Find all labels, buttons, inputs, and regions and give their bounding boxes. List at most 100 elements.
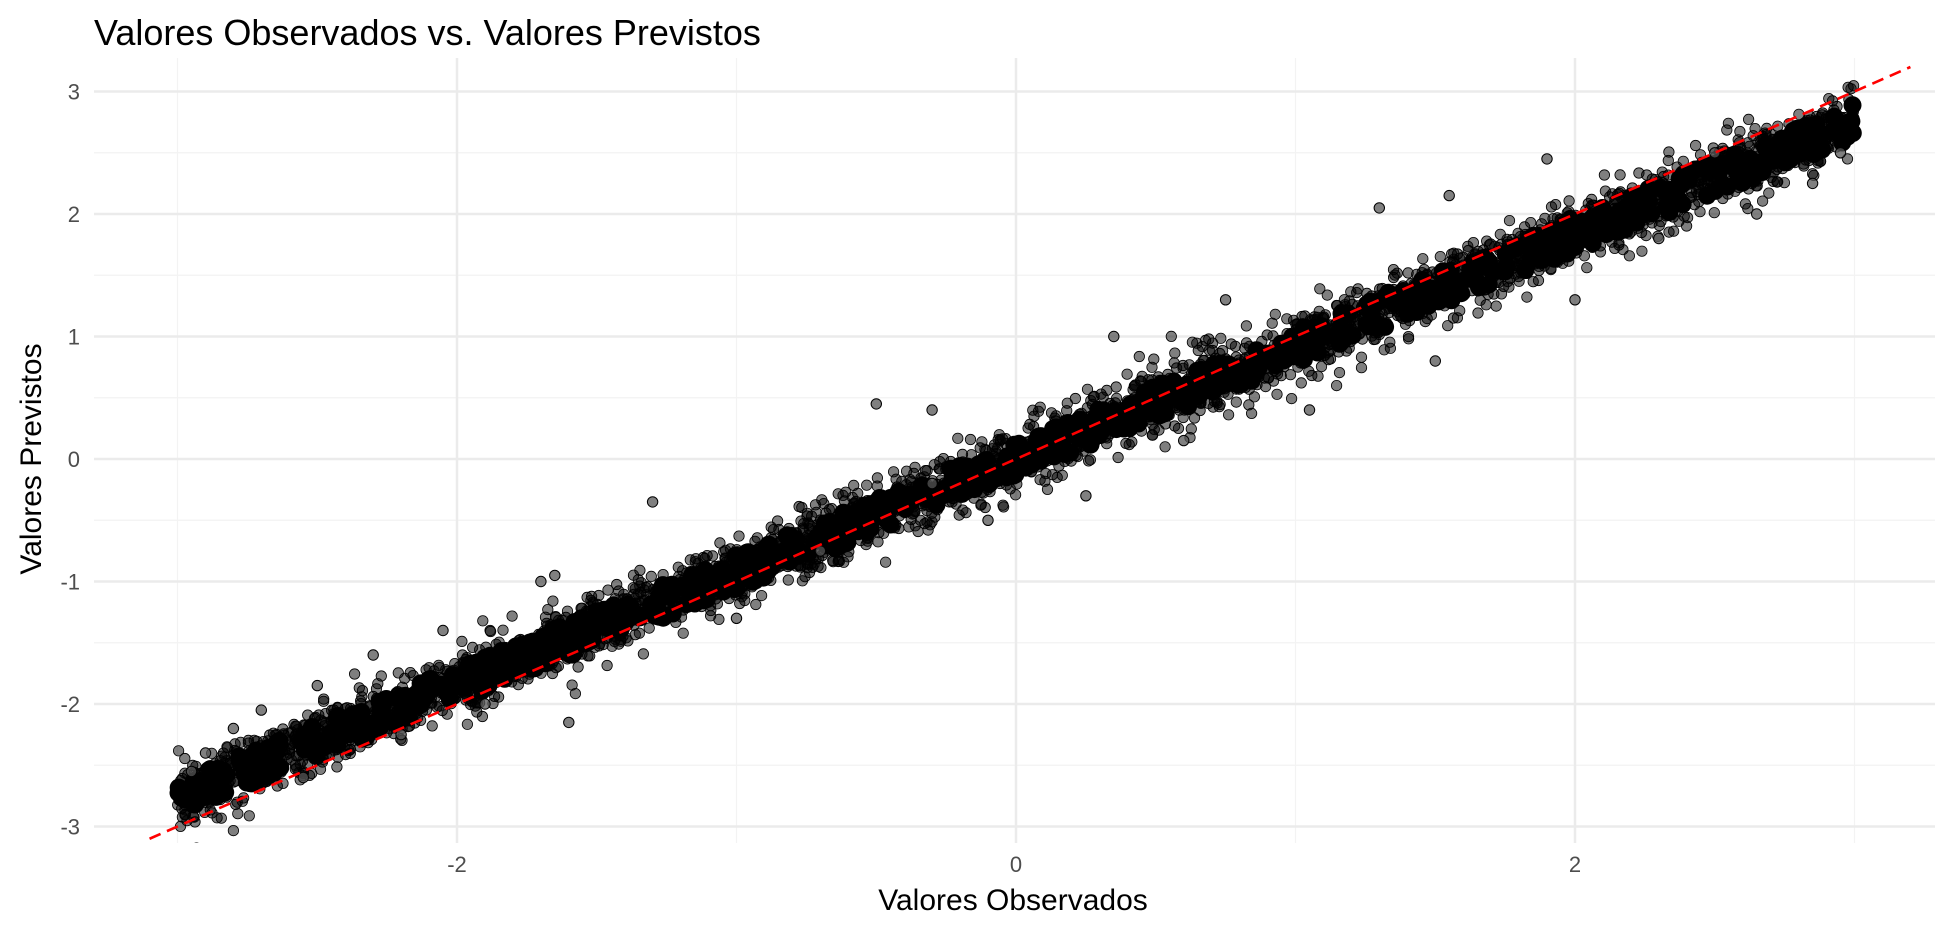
data-point bbox=[1473, 254, 1492, 273]
data-point bbox=[437, 681, 456, 700]
data-point bbox=[1581, 262, 1593, 274]
data-point bbox=[1516, 261, 1535, 279]
chart-title: Valores Observados vs. Valores Previstos bbox=[94, 12, 761, 53]
scatter-points bbox=[169, 80, 1862, 843]
data-point bbox=[543, 620, 562, 639]
data-point bbox=[1407, 303, 1426, 321]
data-point bbox=[1823, 122, 1841, 141]
data-point bbox=[1779, 128, 1797, 147]
data-point bbox=[1598, 169, 1611, 181]
data-point bbox=[1185, 423, 1197, 435]
data-point bbox=[542, 603, 554, 616]
data-point bbox=[1110, 381, 1122, 393]
data-point bbox=[601, 659, 613, 672]
data-point bbox=[1843, 96, 1862, 115]
data-point bbox=[173, 745, 185, 757]
data-point bbox=[975, 498, 987, 510]
data-point bbox=[1472, 307, 1484, 319]
data-point bbox=[416, 679, 435, 698]
data-point bbox=[1039, 475, 1051, 487]
data-point bbox=[392, 705, 411, 724]
outlier-point bbox=[1806, 177, 1819, 190]
data-point bbox=[478, 673, 497, 692]
data-point bbox=[1813, 140, 1832, 159]
data-point bbox=[953, 509, 965, 521]
data-point bbox=[484, 624, 496, 637]
data-point bbox=[1617, 244, 1629, 256]
data-point bbox=[598, 614, 616, 633]
data-point bbox=[799, 571, 811, 583]
data-point bbox=[827, 556, 839, 568]
data-point bbox=[566, 679, 578, 691]
data-point bbox=[1056, 469, 1068, 481]
data-point bbox=[506, 610, 518, 622]
data-point bbox=[1417, 253, 1429, 265]
data-point bbox=[786, 531, 805, 550]
data-point bbox=[1230, 396, 1242, 408]
data-point bbox=[492, 691, 505, 703]
y-tick-label: -1 bbox=[60, 570, 80, 595]
data-point bbox=[653, 580, 672, 598]
data-point bbox=[1721, 124, 1733, 136]
y-tick-label: 1 bbox=[68, 325, 80, 350]
data-point bbox=[466, 641, 479, 654]
data-point bbox=[876, 503, 894, 522]
data-point bbox=[755, 589, 768, 602]
data-point bbox=[243, 810, 255, 822]
data-point bbox=[810, 506, 822, 518]
data-point bbox=[1752, 153, 1771, 172]
data-point bbox=[1169, 420, 1181, 432]
data-point bbox=[497, 624, 509, 636]
data-point bbox=[871, 472, 884, 484]
data-point bbox=[1434, 251, 1446, 263]
outlier-point bbox=[1653, 232, 1665, 245]
outlier-point bbox=[1443, 189, 1455, 202]
data-point bbox=[477, 615, 489, 627]
data-point bbox=[1388, 271, 1400, 284]
outlier-point bbox=[1108, 330, 1120, 343]
data-point bbox=[581, 591, 593, 604]
x-tick-label: 0 bbox=[1010, 852, 1022, 877]
data-point bbox=[1269, 308, 1281, 320]
data-point bbox=[436, 704, 448, 717]
data-point bbox=[1467, 237, 1480, 249]
data-point bbox=[1146, 361, 1158, 373]
outlier-point bbox=[255, 704, 267, 716]
outlier-point bbox=[926, 404, 938, 416]
data-point bbox=[1369, 316, 1388, 335]
outlier-point bbox=[1429, 355, 1442, 367]
data-point bbox=[1186, 336, 1199, 348]
data-point bbox=[1490, 300, 1502, 312]
data-point bbox=[335, 723, 354, 742]
outlier-point bbox=[982, 514, 994, 526]
data-point bbox=[461, 718, 473, 730]
data-point bbox=[1549, 243, 1568, 262]
data-point bbox=[765, 521, 777, 533]
data-point bbox=[912, 476, 931, 495]
data-point bbox=[595, 600, 614, 619]
data-point bbox=[1112, 451, 1124, 464]
data-point bbox=[1384, 336, 1396, 348]
data-point bbox=[1470, 278, 1488, 297]
data-point bbox=[1658, 197, 1676, 216]
data-point bbox=[835, 504, 854, 523]
x-tick-label: -2 bbox=[447, 852, 467, 877]
data-point bbox=[1763, 187, 1775, 199]
data-point bbox=[654, 608, 673, 627]
data-point bbox=[187, 772, 206, 791]
data-point bbox=[1295, 377, 1307, 389]
data-point bbox=[1078, 419, 1096, 438]
data-point bbox=[842, 551, 854, 563]
data-point bbox=[1529, 226, 1548, 245]
data-point bbox=[1266, 356, 1285, 375]
data-point bbox=[1670, 169, 1689, 188]
outlier-point bbox=[549, 569, 561, 582]
data-point bbox=[1442, 320, 1454, 332]
data-point bbox=[1164, 372, 1183, 391]
data-point bbox=[968, 461, 986, 480]
outlier-point bbox=[1751, 208, 1763, 220]
data-point bbox=[1189, 387, 1208, 406]
data-point bbox=[1169, 347, 1181, 359]
data-point bbox=[249, 747, 268, 766]
data-point bbox=[1159, 441, 1171, 453]
